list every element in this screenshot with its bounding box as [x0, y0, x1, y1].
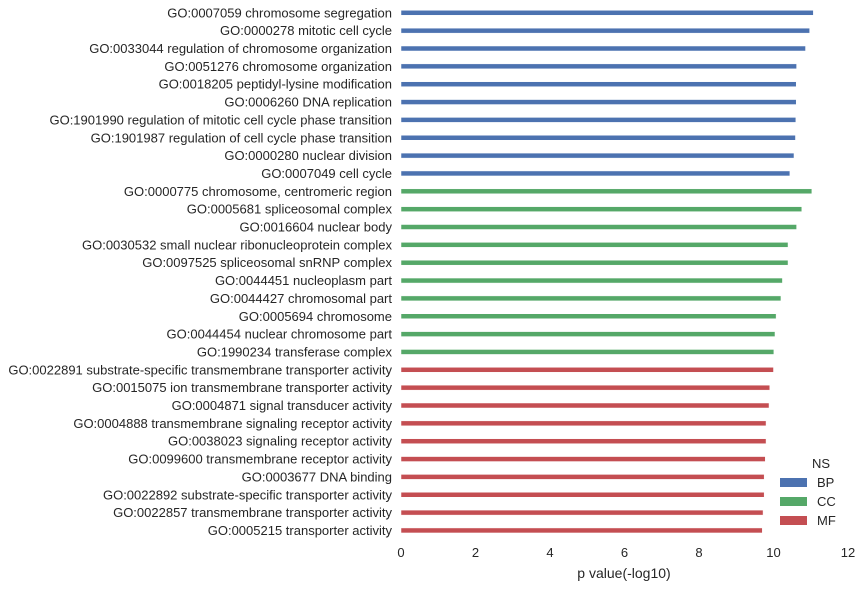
bar-cc	[400, 349, 775, 355]
y-tick-label: GO:0000280 nuclear division	[224, 148, 392, 163]
legend-title: NS	[812, 456, 830, 471]
legend-label-cc: CC	[817, 494, 836, 509]
y-tick-label: GO:0033044 regulation of chromosome orga…	[89, 41, 392, 56]
y-tick-label: GO:0004888 transmembrane signaling recep…	[73, 416, 392, 431]
y-tick-label: GO:0006260 DNA replication	[224, 95, 392, 110]
y-tick-labels: GO:0007059 chromosome segregation GO:0000…	[8, 5, 392, 538]
bar-bp	[400, 10, 814, 16]
y-tick-label: GO:0022892 substrate-specific transporte…	[103, 487, 393, 502]
y-tick-label: GO:0003677 DNA binding	[242, 469, 392, 484]
legend-label-mf: MF	[817, 513, 836, 528]
bar-mf	[400, 367, 774, 373]
y-tick-label: GO:0005694 chromosome	[239, 309, 392, 324]
y-tick-label: GO:0038023 signaling receptor activity	[168, 434, 393, 449]
y-tick-label: GO:1990234 transferase complex	[197, 344, 393, 359]
y-tick-label: GO:0018205 peptidyl-lysine modification	[159, 77, 392, 92]
x-axis-label: p value(-log10)	[577, 565, 670, 581]
x-tick-label: 0	[397, 545, 404, 560]
y-tick-label: GO:0005215 transporter activity	[208, 523, 393, 538]
y-tick-label: GO:0022857 transmembrane transporter act…	[113, 505, 392, 520]
bars	[400, 10, 814, 534]
legend: NS BP CC MF	[780, 456, 836, 528]
x-tick-label: 8	[695, 545, 702, 560]
y-tick-label: GO:0007059 chromosome segregation	[167, 5, 392, 20]
bar-mf	[400, 402, 770, 409]
bar-cc	[400, 242, 789, 248]
y-tick-label: GO:0000775 chromosome, centromeric regio…	[124, 184, 392, 199]
bar-bp	[400, 135, 796, 141]
bar-mf	[400, 384, 771, 391]
bar-bp	[400, 117, 797, 123]
bar-cc	[400, 188, 813, 195]
x-tick-label: 10	[766, 545, 780, 560]
x-tick-label: 4	[546, 545, 553, 560]
bar-mf	[400, 492, 765, 498]
bar-cc	[400, 295, 782, 302]
bar-bp	[400, 27, 810, 34]
y-tick-label: GO:0099600 transmembrane receptor activi…	[128, 452, 392, 467]
y-tick-label: GO:0051276 chromosome organization	[164, 59, 392, 74]
bar-bp	[400, 63, 797, 70]
bar-cc	[400, 277, 783, 284]
bar-cc	[400, 331, 776, 337]
y-tick-label: GO:1901987 regulation of cell cycle phas…	[91, 130, 392, 145]
legend-swatch-mf	[780, 516, 807, 525]
bar-cc	[400, 259, 789, 266]
bar-mf	[400, 474, 765, 480]
y-tick-label: GO:0044427 chromosomal part	[210, 291, 392, 306]
y-tick-label: GO:0044451 nucleoplasm part	[215, 273, 392, 288]
bar-mf	[400, 456, 766, 462]
y-tick-label: GO:0000278 mitotic cell cycle	[220, 23, 392, 38]
y-tick-label: GO:0097525 spliceosomal snRNP complex	[142, 255, 392, 270]
x-tick-labels: 0 2 4 6 8 10 12	[397, 545, 855, 560]
bar-mf	[400, 527, 763, 534]
y-tick-label: GO:0044454 nuclear chromosome part	[167, 327, 393, 342]
bar-bp	[400, 152, 795, 159]
legend-label-bp: BP	[817, 475, 834, 490]
y-tick-label: GO:0030532 small nuclear ribonucleoprote…	[82, 237, 393, 252]
bar-cc	[400, 224, 797, 230]
bar-bp	[400, 170, 791, 177]
x-tick-label: 2	[472, 545, 479, 560]
bar-mf	[400, 420, 767, 427]
y-tick-label: GO:1901990 regulation of mitotic cell cy…	[49, 112, 392, 127]
legend-swatch-cc	[780, 497, 807, 506]
y-tick-label: GO:0015075 ion transmembrane transporter…	[92, 380, 392, 395]
x-tick-label: 6	[621, 545, 628, 560]
y-tick-label: GO:0016604 nuclear body	[240, 220, 393, 235]
legend-entries: BP CC MF	[780, 475, 836, 528]
y-tick-label: GO:0004871 signal transducer activity	[172, 398, 393, 413]
x-tick-label: 12	[841, 545, 855, 560]
bar-mf	[400, 438, 767, 444]
legend-swatch-bp	[780, 478, 807, 487]
y-tick-label: GO:0022891 substrate-specific transmembr…	[8, 362, 392, 377]
bar-bp	[400, 81, 797, 87]
y-tick-label: GO:0005681 spliceosomal complex	[187, 202, 393, 217]
y-tick-label: GO:0007049 cell cycle	[261, 166, 392, 181]
bar-bp	[400, 99, 797, 105]
bar-mf	[400, 509, 764, 516]
bar-cc	[400, 313, 777, 319]
bar-bp	[400, 45, 806, 52]
bar-cc	[400, 206, 803, 212]
